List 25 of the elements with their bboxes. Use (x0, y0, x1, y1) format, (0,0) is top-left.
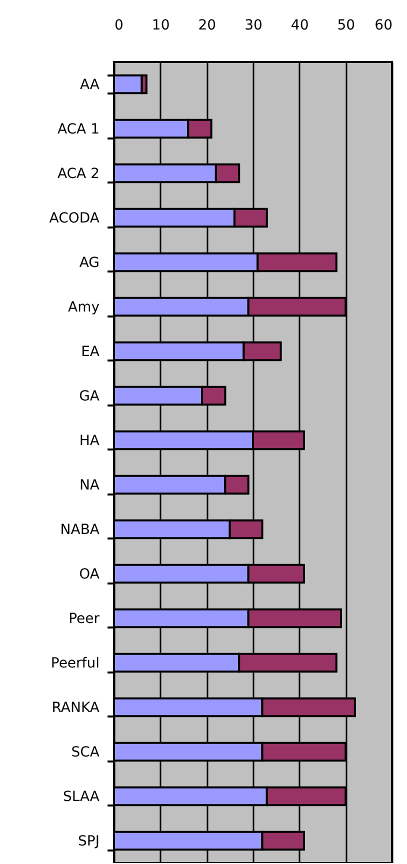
y-tick-label: ACA 2 (57, 166, 100, 182)
y-tick-label: RANKA (52, 700, 100, 716)
y-tick-label: HA (79, 432, 100, 449)
y-tick-label: NA (79, 477, 100, 494)
x-tick-label: 0 (114, 18, 124, 34)
y-tick-label: Peerful (50, 655, 100, 672)
x-tick-label: 60 (374, 18, 392, 34)
y-tick-label: SLAA (62, 788, 100, 805)
y-tick-label: OA (79, 566, 100, 582)
y-tick-label: GA (79, 388, 100, 404)
y-tick-label: ACODA (49, 210, 100, 226)
y-tick-label: SPJ (78, 833, 100, 850)
x-tick-label: 20 (198, 18, 216, 34)
y-tick-label: Amy (68, 299, 100, 316)
x-tick-label: 50 (337, 18, 356, 34)
y-tick-label: EA (81, 344, 100, 360)
y-tick-label: AA (80, 76, 100, 93)
y-tick-label: Peer (68, 610, 100, 627)
y-tick-label: NABA (60, 522, 100, 538)
x-tick-label: 40 (290, 18, 309, 34)
x-tick-label: 30 (244, 18, 262, 34)
y-tick-label: AG (79, 254, 100, 271)
y-tick-label: ACA 1 (57, 121, 100, 138)
y-tick-label: SCA (71, 744, 100, 760)
x-tick-label: 10 (152, 18, 170, 34)
